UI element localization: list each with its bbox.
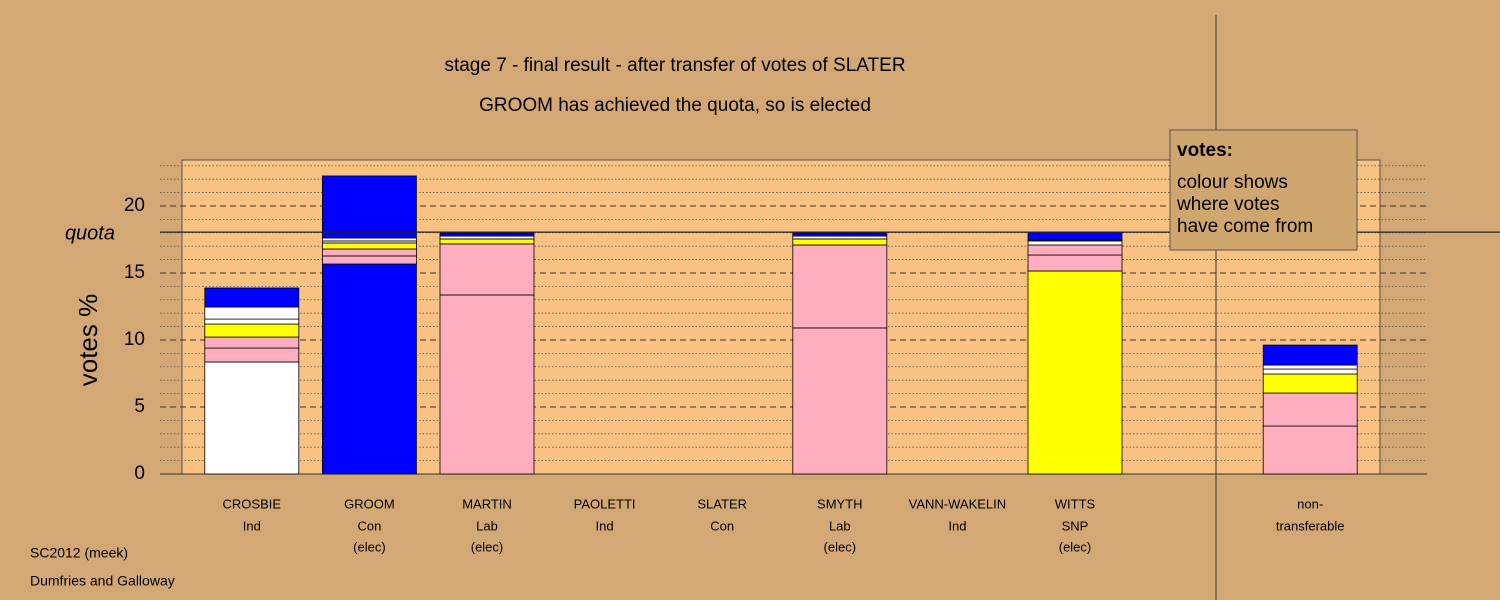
x-tick-label: WITTS xyxy=(1055,496,1096,511)
bar-segment xyxy=(204,318,300,325)
bar-segment xyxy=(321,263,417,475)
x-tick-party: Lab xyxy=(476,518,498,533)
x-tick-label: CROSBIE xyxy=(223,496,282,511)
bar-segment xyxy=(1262,373,1358,394)
x-tick-label: GROOM xyxy=(344,496,395,511)
bar-segment xyxy=(1262,344,1358,366)
y-tick-label: 5 xyxy=(134,396,145,417)
y-tick-label: 10 xyxy=(124,329,145,350)
bar-segment xyxy=(204,347,300,363)
x-tick-party: Lab xyxy=(829,518,851,533)
bar-segment xyxy=(1027,254,1123,272)
legend-text: have come from xyxy=(1177,216,1313,237)
legend-box xyxy=(1169,129,1358,251)
bar-segment xyxy=(204,336,300,349)
x-tick-party: Ind xyxy=(948,518,966,533)
bar-segment xyxy=(792,327,888,475)
bar-segment xyxy=(792,232,888,237)
footer: Dumfries and Galloway xyxy=(30,573,175,589)
legend: votes: colour shows where votes have com… xyxy=(1169,129,1358,251)
bar-segment xyxy=(792,244,888,329)
x-tick-party: SNP xyxy=(1062,518,1089,533)
legend-text: colour shows xyxy=(1177,172,1288,193)
x-tick-party: Con xyxy=(357,518,381,533)
quota-label: quota xyxy=(65,222,115,244)
bar-segment xyxy=(1027,270,1123,475)
bar-segment xyxy=(792,235,888,240)
bar-segment xyxy=(204,287,300,308)
bar-segment xyxy=(321,237,417,242)
x-tick-party: Ind xyxy=(596,518,614,533)
y-axis-label: votes % xyxy=(73,294,103,387)
bar-segment xyxy=(204,323,300,338)
bar-segment xyxy=(321,248,417,257)
bar-segment xyxy=(204,361,300,475)
y-tick-label: 0 xyxy=(134,463,145,484)
bar-segment xyxy=(439,243,535,296)
bar-segment xyxy=(439,294,535,475)
legend-title: votes: xyxy=(1177,140,1233,161)
x-tick-label: SMYTH xyxy=(817,496,863,511)
x-tick-label: VANN-WAKELIN xyxy=(909,496,1007,511)
bar-segment xyxy=(439,232,535,237)
bar-segment xyxy=(1262,364,1358,370)
bar-segment xyxy=(321,242,417,250)
x-tick-label: SLATER xyxy=(697,496,747,511)
x-tick-label: PAOLETTI xyxy=(574,496,636,511)
x-tick-status: (elec) xyxy=(824,539,857,554)
legend-text: where votes xyxy=(1176,194,1279,215)
chart-subtitle: GROOM has achieved the quota, so is elec… xyxy=(479,95,871,116)
x-tick-party: Con xyxy=(710,518,734,533)
bar-segment xyxy=(204,306,300,320)
x-tick-label: non- xyxy=(1297,496,1323,511)
x-tick-status: (elec) xyxy=(1059,539,1092,554)
x-tick-party: transferable xyxy=(1276,518,1345,533)
footer: SC2012 (meek) xyxy=(30,545,128,561)
x-tick-status: (elec) xyxy=(353,539,386,554)
bar-segment xyxy=(439,235,535,240)
bar-segment xyxy=(1262,368,1358,375)
bar-segment xyxy=(321,255,417,265)
bar-segment xyxy=(439,238,535,245)
x-tick-party: Ind xyxy=(243,518,261,533)
bar-segment xyxy=(1027,240,1123,246)
bar-segment xyxy=(1262,392,1358,427)
x-tick-status: (elec) xyxy=(471,539,504,554)
bar-segment xyxy=(1262,425,1358,475)
bar-segment xyxy=(1027,231,1123,241)
y-tick-label: 20 xyxy=(124,195,145,216)
bar-segment xyxy=(792,238,888,246)
chart-title: stage 7 - final result - after transfer … xyxy=(444,55,905,76)
y-tick-label: 15 xyxy=(124,262,145,283)
bar-segment xyxy=(321,175,417,239)
x-tick-label: MARTIN xyxy=(462,496,512,511)
bar-segment xyxy=(1027,244,1123,256)
